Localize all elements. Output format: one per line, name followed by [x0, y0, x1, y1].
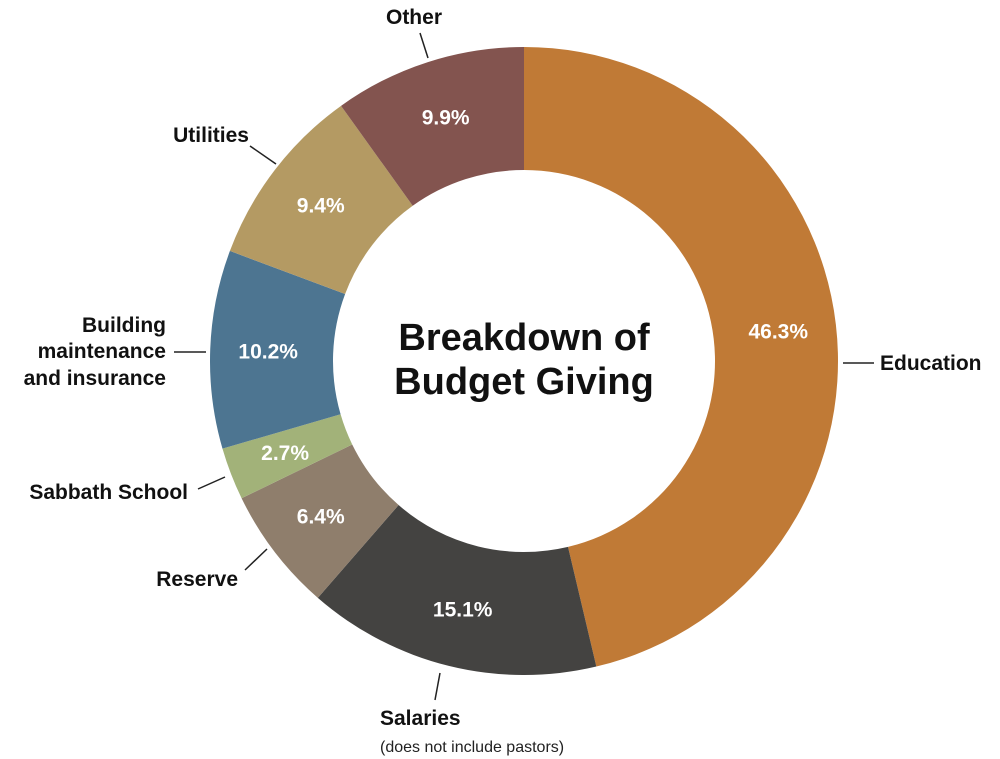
category-label-reserve: Reserve	[156, 548, 268, 591]
slice-sabbath-school	[222, 414, 353, 499]
slice-education	[524, 47, 839, 667]
leader-line-utilities	[249, 145, 277, 165]
value-label-education: 46.3%	[748, 320, 808, 343]
value-label-other: 9.9%	[422, 106, 470, 129]
label-other: Other	[386, 6, 442, 29]
label-utilities: Utilities	[173, 124, 249, 147]
slice-value-labels: 46.3% 15.1% 6.4% 2.7% 10.2% 9.4% 9.9%	[238, 106, 808, 621]
label-reserve: Reserve	[156, 568, 238, 591]
label-salaries-note: (does not include pastors)	[380, 739, 564, 756]
chart-title-line-2: Budget Giving	[394, 361, 654, 403]
leader-line-reserve	[244, 548, 268, 571]
leader-line-other	[419, 32, 429, 59]
category-label-other: Other	[386, 6, 442, 59]
category-label-building: Building maintenance and insurance	[24, 314, 206, 390]
leader-line-sabbath-school	[197, 476, 226, 490]
label-education: Education	[880, 352, 982, 375]
label-building-line-3: and insurance	[24, 367, 166, 390]
category-label-utilities: Utilities	[173, 124, 277, 165]
value-label-building: 10.2%	[238, 340, 298, 363]
value-label-utilities: 9.4%	[297, 194, 345, 217]
slice-building	[210, 250, 346, 449]
label-building-line-1: Building	[82, 314, 166, 337]
slice-other	[341, 47, 524, 206]
category-label-salaries: Salaries (does not include pastors)	[380, 672, 564, 756]
label-building-line-2: maintenance	[38, 340, 166, 363]
donut-slices	[210, 47, 839, 675]
label-sabbath-school: Sabbath School	[29, 481, 188, 504]
label-salaries: Salaries	[380, 707, 461, 730]
leader-line-salaries	[434, 672, 441, 701]
chart-title-line-1: Breakdown of	[398, 317, 650, 359]
category-label-sabbath-school: Sabbath School	[29, 476, 226, 504]
slice-salaries	[317, 505, 597, 675]
value-label-reserve: 6.4%	[297, 506, 345, 529]
category-label-education: Education	[843, 352, 982, 375]
slice-utilities	[229, 105, 413, 295]
value-label-salaries: 15.1%	[433, 599, 493, 622]
value-label-sabbath-school: 2.7%	[261, 442, 309, 465]
slice-reserve	[241, 444, 399, 598]
